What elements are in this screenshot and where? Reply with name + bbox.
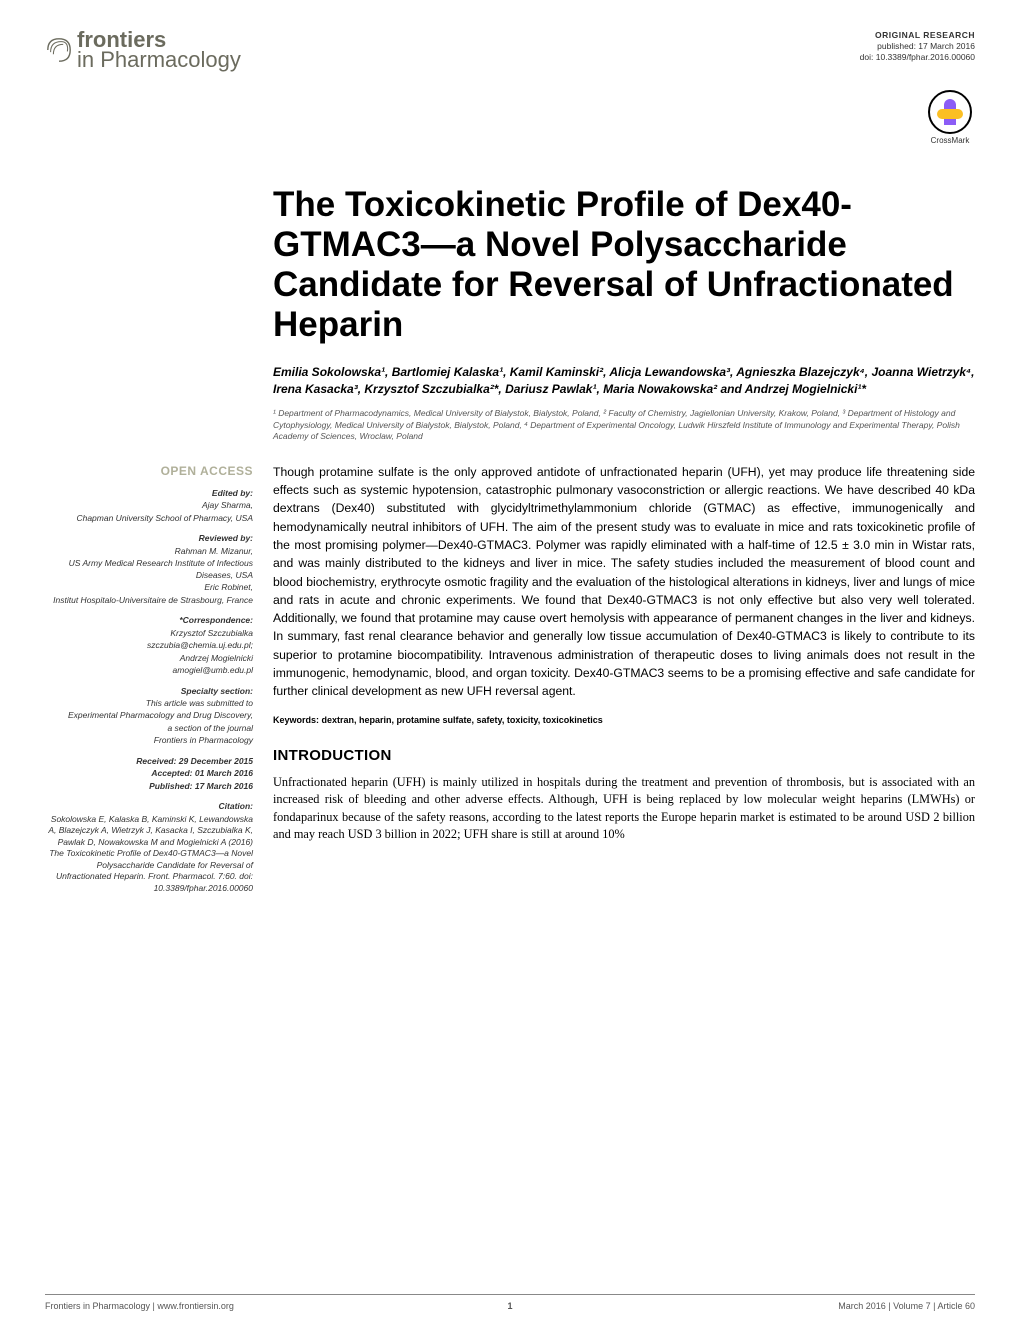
frontiers-logo-icon	[45, 36, 73, 64]
sidebar: OPEN ACCESS Edited by: Ajay Sharma, Chap…	[45, 463, 253, 895]
crossmark-label: CrossMark	[925, 136, 975, 145]
keywords: Keywords: dextran, heparin, protamine su…	[273, 715, 975, 725]
editor-name: Ajay Sharma,	[45, 500, 253, 511]
journal-subtitle: in Pharmacology	[77, 50, 241, 70]
reviewer2-affil: Institut Hospitalo-Universitaire de Stra…	[45, 595, 253, 606]
correspondence-label: *Correspondence:	[45, 615, 253, 626]
page-footer: Frontiers in Pharmacology | www.frontier…	[45, 1294, 975, 1311]
footer-right: March 2016 | Volume 7 | Article 60	[838, 1301, 975, 1311]
reviewed-by-label: Reviewed by:	[45, 533, 253, 544]
specialty-text3: a section of the journal	[45, 723, 253, 734]
accepted-date: Accepted: 01 March 2016	[45, 768, 253, 779]
journal-name: frontiers in Pharmacology	[77, 30, 241, 70]
corr1-email: szczubia@chemia.uj.edu.pl;	[45, 640, 253, 651]
corr1-name: Krzysztof Szczubialka	[45, 628, 253, 639]
crossmark-icon	[928, 90, 972, 134]
corr2-name: Andrzej Mogielnicki	[45, 653, 253, 664]
header-meta: ORIGINAL RESEARCH published: 17 March 20…	[860, 30, 975, 63]
edited-by-label: Edited by:	[45, 488, 253, 499]
footer-left: Frontiers in Pharmacology | www.frontier…	[45, 1301, 234, 1311]
specialty-text4: Frontiers in Pharmacology	[45, 735, 253, 746]
introduction-heading: INTRODUCTION	[273, 747, 975, 764]
introduction-body: Unfractionated heparin (UFH) is mainly u…	[273, 774, 975, 844]
right-column: Though protamine sulfate is the only app…	[273, 463, 975, 895]
specialty-text2: Experimental Pharmacology and Drug Disco…	[45, 710, 253, 721]
received-date: Received: 29 December 2015	[45, 756, 253, 767]
article-type: ORIGINAL RESEARCH	[860, 30, 975, 41]
editor-affil: Chapman University School of Pharmacy, U…	[45, 513, 253, 524]
header: frontiers in Pharmacology ORIGINAL RESEA…	[45, 30, 975, 70]
crossmark-badge[interactable]: CrossMark	[925, 90, 975, 150]
specialty-text1: This article was submitted to	[45, 698, 253, 709]
corr2-email: amogiel@umb.edu.pl	[45, 665, 253, 676]
citation-text: Sokolowska E, Kalaska B, Kaminski K, Lew…	[45, 814, 253, 894]
published-date: published: 17 March 2016	[860, 41, 975, 52]
reviewer1-name: Rahman M. Mizanur,	[45, 546, 253, 557]
abstract-text: Though protamine sulfate is the only app…	[273, 463, 975, 701]
journal-logo: frontiers in Pharmacology	[45, 30, 241, 70]
page-number: 1	[507, 1301, 512, 1311]
article-title: The Toxicokinetic Profile of Dex40-GTMAC…	[273, 185, 975, 346]
author-list: Emilia Sokolowska¹, Bartlomiej Kalaska¹,…	[273, 364, 975, 399]
specialty-label: Specialty section:	[45, 686, 253, 697]
published-date-sidebar: Published: 17 March 2016	[45, 781, 253, 792]
doi: doi: 10.3389/fphar.2016.00060	[860, 52, 975, 63]
main-content: OPEN ACCESS Edited by: Ajay Sharma, Chap…	[45, 463, 975, 895]
citation-label: Citation:	[45, 801, 253, 812]
reviewer1-affil: US Army Medical Research Institute of In…	[45, 558, 253, 581]
reviewer2-name: Eric Robinet,	[45, 582, 253, 593]
affiliations: ¹ Department of Pharmacodynamics, Medica…	[273, 408, 975, 442]
open-access-badge: OPEN ACCESS	[45, 463, 253, 479]
